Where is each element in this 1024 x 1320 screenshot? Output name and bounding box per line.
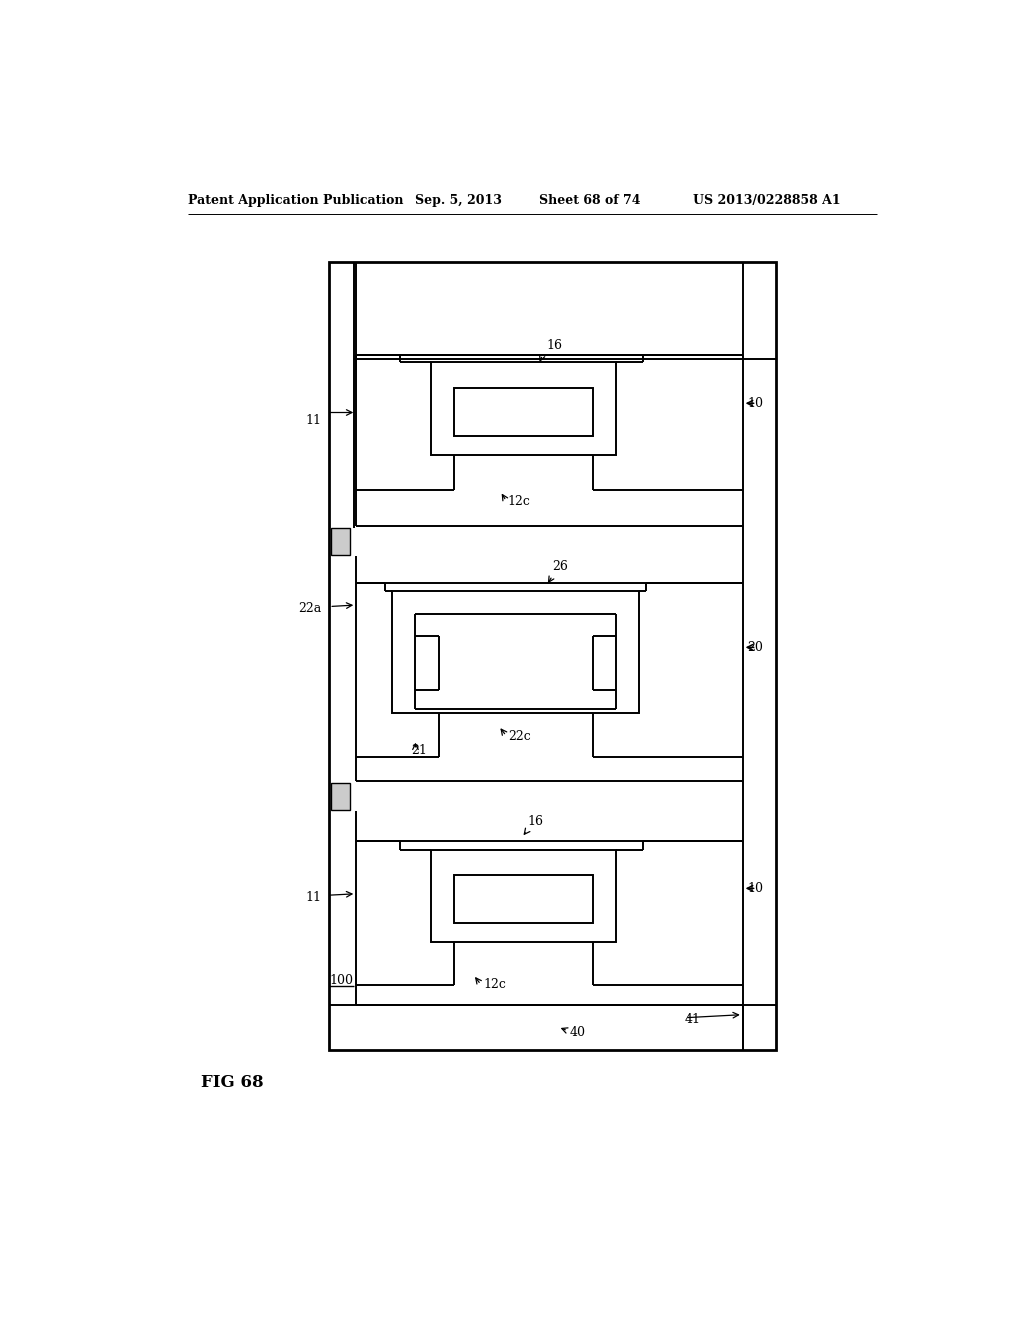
Text: 22a: 22a xyxy=(298,602,322,615)
Text: 11: 11 xyxy=(305,891,322,904)
Bar xyxy=(431,363,615,455)
Text: 26: 26 xyxy=(553,560,568,573)
Bar xyxy=(454,875,593,923)
Text: 12c: 12c xyxy=(483,978,506,991)
Text: 11: 11 xyxy=(305,413,322,426)
Text: 21: 21 xyxy=(412,743,427,756)
Text: 10: 10 xyxy=(748,882,763,895)
Text: 22c: 22c xyxy=(508,730,530,743)
Text: Sep. 5, 2013: Sep. 5, 2013 xyxy=(416,194,503,207)
Bar xyxy=(331,783,350,809)
Text: FIG 68: FIG 68 xyxy=(202,1074,264,1090)
Text: 41: 41 xyxy=(685,1012,701,1026)
Text: 16: 16 xyxy=(547,339,562,352)
Bar xyxy=(330,263,776,1051)
Bar xyxy=(392,591,639,713)
Bar xyxy=(431,850,615,942)
Bar xyxy=(454,388,593,436)
Text: 12c: 12c xyxy=(508,495,530,508)
Text: 10: 10 xyxy=(748,397,763,409)
Text: 40: 40 xyxy=(569,1026,586,1039)
Text: 100: 100 xyxy=(330,974,353,987)
Text: 16: 16 xyxy=(528,816,544,829)
Bar xyxy=(331,528,350,554)
Text: Sheet 68 of 74: Sheet 68 of 74 xyxy=(539,194,640,207)
Text: Patent Application Publication: Patent Application Publication xyxy=(188,194,403,207)
Text: 20: 20 xyxy=(748,640,763,653)
Text: US 2013/0228858 A1: US 2013/0228858 A1 xyxy=(692,194,841,207)
